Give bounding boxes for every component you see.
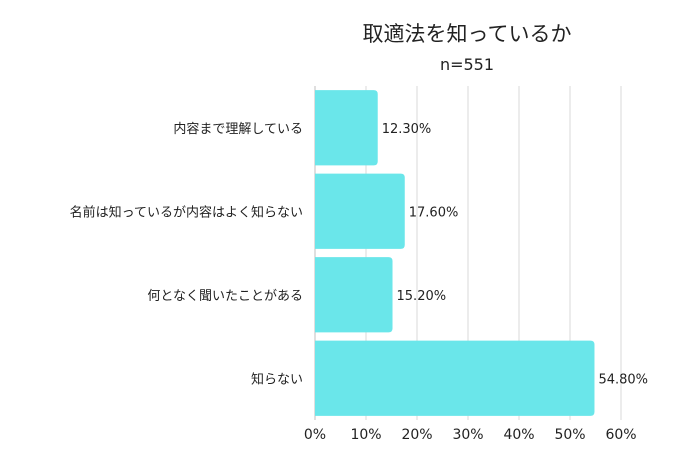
bar (315, 257, 393, 333)
bar (315, 340, 595, 416)
data-label: 12.30% (382, 122, 432, 137)
category-label: 内容まで理解している (173, 121, 303, 137)
x-tick-label: 30% (452, 427, 483, 443)
x-axis-ticks: 0% 10% 20% 30% 40% 50% 60% (304, 427, 637, 443)
chart-subtitle: n=551 (440, 55, 494, 74)
data-labels: 12.30% 17.60% 15.20% 54.80% (382, 122, 648, 388)
x-tick-label: 20% (401, 427, 432, 443)
data-label: 15.20% (397, 289, 447, 304)
x-tick-label: 10% (350, 427, 381, 443)
category-labels: 内容まで理解している名前は知っているが内容はよく知らない何となく聞いたことがある… (70, 121, 303, 388)
x-tick-label: 60% (605, 427, 636, 443)
category-label: 知らない (251, 371, 303, 387)
category-label: 名前は知っているが内容はよく知らない (70, 204, 303, 220)
x-tick-label: 50% (554, 427, 585, 443)
data-label: 17.60% (409, 205, 459, 220)
bar (315, 173, 405, 249)
x-tick-label: 0% (304, 427, 326, 443)
data-label: 54.80% (598, 372, 648, 387)
bar (315, 90, 378, 166)
chart-title: 取適法を知っているか (363, 22, 572, 46)
bars (315, 90, 595, 416)
x-tick-label: 40% (503, 427, 534, 443)
category-label: 何となく聞いたことがある (147, 288, 303, 304)
